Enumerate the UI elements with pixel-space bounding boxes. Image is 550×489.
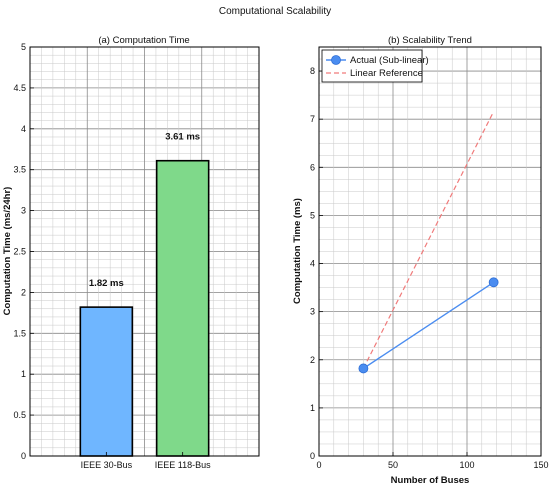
line-chart-x-axis-label: Number of Buses (391, 475, 470, 486)
line-chart-series (358, 111, 499, 374)
series-line-linear-reference (362, 111, 495, 369)
line-chart-x-ticks: 0 50 100 150 (316, 452, 549, 470)
legend-box (321, 49, 423, 83)
bar-chart-grid (30, 46, 259, 457)
x-tick-label: 50 (388, 460, 398, 470)
y-tick-label: 4 (21, 124, 26, 134)
y-tick-label: 3 (310, 307, 315, 317)
bar-chart-title: (a) Computation Time (98, 35, 189, 46)
bar-chart-y-axis-label: Computation Time (ms/24hr) (2, 187, 13, 316)
y-tick-label: 4 (310, 259, 315, 269)
legend: Actual (Sub-linear) Linear Reference (321, 49, 429, 83)
line-chart-y-axis-label: Computation Time (ms) (292, 198, 303, 304)
bar-chart-bars: 1.82 ms 3.61 ms (79, 132, 210, 457)
series-point-actual (358, 363, 369, 374)
y-tick-label: 1 (21, 369, 26, 379)
bar (79, 306, 134, 457)
figure-title: Computational Scalability (219, 6, 331, 17)
bar-value-label: 1.82 ms (89, 278, 124, 289)
bar-value-label: 3.61 ms (165, 132, 200, 143)
legend-label-linear: Linear Reference (350, 68, 423, 79)
bar-chart-x-ticks: IEEE 30-Bus IEEE 118-Bus (81, 452, 211, 470)
bar-chart-panel: (a) Computation Time 1.82 ms 3.61 ms 0 0.5… (2, 35, 260, 470)
line-chart-frame (318, 46, 542, 457)
bar (155, 159, 210, 457)
line-chart-panel: (b) Scalability Trend 0 1 2 3 4 5 6 7 8 0 50 100 15… (292, 35, 549, 486)
x-tick-label: IEEE 118-Bus (155, 460, 211, 470)
legend-marker-actual (331, 55, 341, 65)
y-tick-label: 5 (310, 210, 315, 220)
x-tick-label: 150 (533, 460, 548, 470)
y-tick-label: 5 (21, 42, 26, 52)
bar-chart-y-ticks: 0 0.5 1 1.5 2 2.5 3 3.5 4 4.5 5 (13, 42, 34, 461)
y-tick-label: 2 (310, 355, 315, 365)
y-tick-label: 7 (310, 114, 315, 124)
y-tick-label: 6 (310, 162, 315, 172)
y-tick-label: 2.5 (13, 247, 26, 257)
y-tick-label: 4.5 (13, 83, 26, 93)
y-tick-label: 0 (310, 451, 315, 461)
y-tick-label: 0.5 (13, 410, 26, 420)
y-tick-label: 1.5 (13, 328, 26, 338)
y-tick-label: 3 (21, 206, 26, 216)
series-point-actual (488, 277, 499, 288)
x-tick-label: 100 (459, 460, 474, 470)
line-chart-y-ticks: 0 1 2 3 4 5 6 7 8 (310, 66, 323, 461)
y-tick-label: 1 (310, 403, 315, 413)
x-tick-label: 0 (316, 460, 321, 470)
y-tick-label: 3.5 (13, 165, 26, 175)
y-tick-label: 2 (21, 287, 26, 297)
y-tick-label: 0 (21, 451, 26, 461)
series-line-actual (363, 281, 495, 370)
line-chart-title: (b) Scalability Trend (388, 35, 472, 46)
legend-label-actual: Actual (Sub-linear) (350, 55, 429, 66)
x-tick-label: IEEE 30-Bus (81, 460, 133, 470)
y-tick-label: 8 (310, 66, 315, 76)
line-chart-grid (319, 46, 541, 457)
